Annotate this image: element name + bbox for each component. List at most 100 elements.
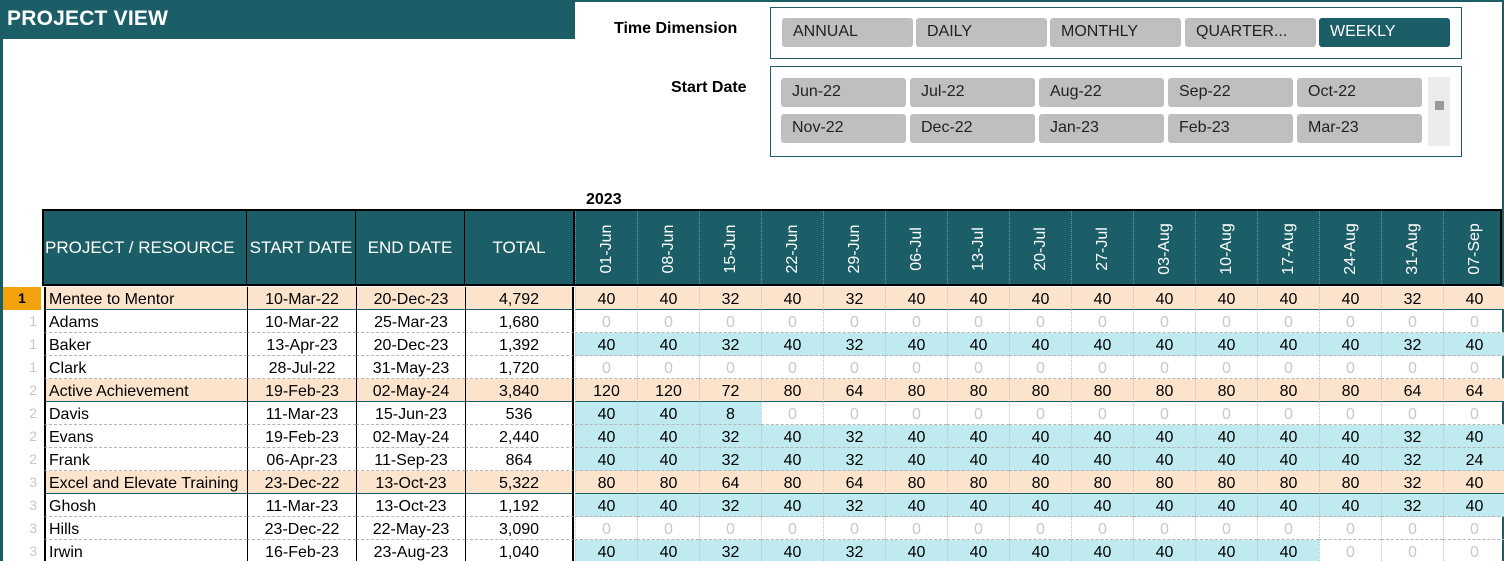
row-number[interactable]: 3: [29, 543, 37, 559]
allocation-cell[interactable]: 40: [575, 448, 637, 471]
allocation-cell[interactable]: 0: [947, 402, 1009, 425]
allocation-cell[interactable]: 80: [637, 471, 699, 494]
allocation-cell[interactable]: 40: [1195, 333, 1257, 356]
allocation-cell[interactable]: 0: [885, 356, 947, 379]
allocation-cell[interactable]: 40: [1133, 425, 1195, 448]
allocation-cell[interactable]: 40: [885, 540, 947, 561]
allocation-cell[interactable]: 0: [637, 356, 699, 379]
allocation-cell[interactable]: 0: [761, 402, 823, 425]
allocation-cell[interactable]: 40: [1443, 494, 1504, 517]
allocation-cell[interactable]: 0: [885, 517, 947, 540]
allocation-cell[interactable]: 32: [1381, 425, 1443, 448]
allocation-cell[interactable]: 40: [1319, 425, 1381, 448]
cell-name[interactable]: Active Achievement: [44, 379, 247, 402]
allocation-cell[interactable]: 72: [699, 379, 761, 402]
start-date-option-mar-23[interactable]: Mar-23: [1297, 114, 1422, 143]
allocation-cell[interactable]: 32: [1381, 471, 1443, 494]
allocation-cell[interactable]: 40: [761, 448, 823, 471]
time-dimension-option-quarter[interactable]: QUARTER...: [1185, 18, 1316, 47]
cell-total[interactable]: 1,392: [465, 333, 574, 356]
cell-end-date[interactable]: 20-Dec-23: [356, 287, 465, 310]
allocation-cell[interactable]: 0: [1071, 356, 1133, 379]
allocation-cell[interactable]: 0: [885, 402, 947, 425]
allocation-cell[interactable]: 0: [1257, 310, 1319, 333]
week-header[interactable]: 07-Sep: [1443, 211, 1504, 284]
allocation-cell[interactable]: 0: [1319, 402, 1381, 425]
cell-name[interactable]: Davis: [44, 402, 247, 425]
cell-total[interactable]: 1,192: [465, 494, 574, 517]
cell-start-date[interactable]: 28-Jul-22: [247, 356, 356, 379]
allocation-cell[interactable]: 40: [1071, 333, 1133, 356]
cell-total[interactable]: 5,322: [465, 471, 574, 494]
start-date-option-sep-22[interactable]: Sep-22: [1168, 78, 1293, 107]
allocation-cell[interactable]: 0: [1071, 402, 1133, 425]
allocation-cell[interactable]: 0: [1443, 540, 1504, 561]
allocation-cell[interactable]: 40: [1133, 287, 1195, 310]
header-project-resource[interactable]: PROJECT / RESOURCE: [44, 211, 247, 284]
allocation-cell[interactable]: 40: [1257, 333, 1319, 356]
allocation-cell[interactable]: 40: [1195, 287, 1257, 310]
allocation-cell[interactable]: 40: [885, 333, 947, 356]
allocation-cell[interactable]: 32: [823, 287, 885, 310]
allocation-cell[interactable]: 40: [637, 494, 699, 517]
week-header[interactable]: 27-Jul: [1071, 211, 1133, 284]
allocation-cell[interactable]: 40: [1319, 448, 1381, 471]
allocation-cell[interactable]: 40: [1071, 448, 1133, 471]
allocation-cell[interactable]: 0: [1133, 356, 1195, 379]
allocation-cell[interactable]: 40: [947, 494, 1009, 517]
allocation-cell[interactable]: 0: [1257, 402, 1319, 425]
cell-name[interactable]: Mentee to Mentor: [44, 287, 247, 310]
allocation-cell[interactable]: 40: [1195, 494, 1257, 517]
allocation-cell[interactable]: 80: [761, 471, 823, 494]
allocation-cell[interactable]: 24: [1443, 448, 1504, 471]
allocation-cell[interactable]: 0: [637, 517, 699, 540]
allocation-cell[interactable]: 0: [1381, 402, 1443, 425]
week-header[interactable]: 08-Jun: [637, 211, 699, 284]
header-total[interactable]: TOTAL: [465, 211, 575, 284]
allocation-cell[interactable]: 0: [1443, 356, 1504, 379]
allocation-cell[interactable]: 40: [637, 448, 699, 471]
allocation-cell[interactable]: 32: [1381, 287, 1443, 310]
cell-total[interactable]: 3,090: [465, 517, 574, 540]
cell-name[interactable]: Hills: [44, 517, 247, 540]
row-number[interactable]: 2: [29, 451, 37, 467]
allocation-cell[interactable]: 120: [575, 379, 637, 402]
cell-end-date[interactable]: 23-Aug-23: [356, 540, 465, 561]
header-start-date[interactable]: START DATE: [247, 211, 356, 284]
allocation-cell[interactable]: 0: [1443, 402, 1504, 425]
allocation-cell[interactable]: 80: [885, 471, 947, 494]
allocation-cell[interactable]: 40: [1195, 448, 1257, 471]
allocation-cell[interactable]: 40: [1071, 540, 1133, 561]
allocation-cell[interactable]: 80: [575, 471, 637, 494]
allocation-cell[interactable]: 0: [1133, 310, 1195, 333]
start-date-option-jan-23[interactable]: Jan-23: [1039, 114, 1164, 143]
allocation-cell[interactable]: 0: [1133, 402, 1195, 425]
allocation-cell[interactable]: 40: [1319, 287, 1381, 310]
allocation-cell[interactable]: 32: [823, 425, 885, 448]
row-number[interactable]: 2: [29, 382, 37, 398]
cell-end-date[interactable]: 11-Sep-23: [356, 448, 465, 471]
row-number[interactable]: 1: [29, 336, 37, 352]
allocation-cell[interactable]: 8: [699, 402, 761, 425]
cell-end-date[interactable]: 02-May-24: [356, 379, 465, 402]
allocation-cell[interactable]: 0: [823, 517, 885, 540]
allocation-cell[interactable]: 40: [1133, 448, 1195, 471]
start-date-option-jul-22[interactable]: Jul-22: [910, 78, 1035, 107]
allocation-cell[interactable]: 80: [1133, 471, 1195, 494]
allocation-cell[interactable]: 0: [947, 356, 1009, 379]
allocation-cell[interactable]: 40: [761, 494, 823, 517]
allocation-cell[interactable]: 0: [637, 310, 699, 333]
allocation-cell[interactable]: 0: [1319, 356, 1381, 379]
allocation-cell[interactable]: 40: [885, 448, 947, 471]
allocation-cell[interactable]: 40: [947, 425, 1009, 448]
allocation-cell[interactable]: 40: [575, 333, 637, 356]
cell-total[interactable]: 1,680: [465, 310, 574, 333]
cell-end-date[interactable]: 25-Mar-23: [356, 310, 465, 333]
start-date-option-dec-22[interactable]: Dec-22: [910, 114, 1035, 143]
time-dimension-option-monthly[interactable]: MONTHLY: [1050, 18, 1181, 47]
allocation-cell[interactable]: 0: [1319, 540, 1381, 561]
slicer-scroll-thumb[interactable]: [1435, 101, 1444, 110]
allocation-cell[interactable]: 0: [761, 517, 823, 540]
row-number[interactable]: 1: [29, 313, 37, 329]
allocation-cell[interactable]: 40: [885, 287, 947, 310]
